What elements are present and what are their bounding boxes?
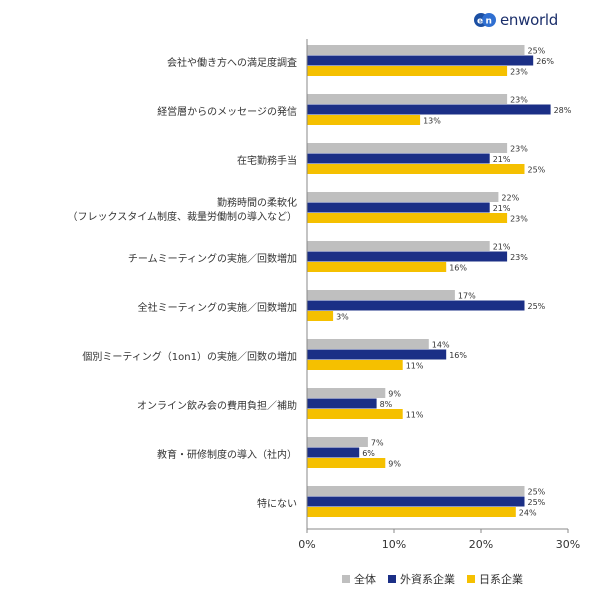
- data-label: 24%: [519, 509, 537, 518]
- bar-japanese: [307, 409, 403, 419]
- legend-label-foreign: 外資系企業: [400, 573, 455, 586]
- bar-overall: [307, 339, 429, 349]
- bar-foreign: [307, 349, 447, 360]
- brand-logo: e n enworld: [474, 10, 558, 30]
- data-label: 25%: [528, 302, 546, 311]
- bar-japanese: [307, 213, 508, 223]
- data-label: 25%: [528, 47, 546, 56]
- legend-swatch-japanese: [467, 575, 475, 583]
- data-label: 9%: [388, 460, 401, 469]
- bar-foreign: [307, 202, 490, 213]
- legend-item-foreign: 外資系企業: [388, 571, 455, 587]
- bar-foreign: [307, 251, 508, 262]
- bar-japanese: [307, 311, 334, 321]
- category-label: 勤務時間の柔軟化: [217, 196, 297, 209]
- bar-overall: [307, 143, 508, 153]
- category-label: オンライン飲み会の費用負担／補助: [137, 399, 297, 412]
- bar-overall: [307, 45, 525, 55]
- chart-legend: 全体 外資系企業 日系企業: [342, 571, 523, 587]
- x-tick-label: 10%: [382, 538, 406, 551]
- data-label: 14%: [432, 341, 450, 350]
- data-label: 6%: [362, 449, 375, 458]
- bar-overall: [307, 241, 490, 251]
- bar-overall: [307, 437, 368, 447]
- category-label: チームミーティングの実施／回数増加: [128, 252, 297, 265]
- legend-item-overall: 全体: [342, 571, 376, 587]
- bar-foreign: [307, 153, 490, 164]
- bar-japanese: [307, 360, 403, 370]
- category-label: 教育・研修制度の導入（社内）: [157, 448, 297, 461]
- bar-japanese: [307, 66, 508, 76]
- bar-japanese: [307, 507, 516, 517]
- data-label: 26%: [536, 57, 554, 66]
- data-label: 23%: [510, 215, 528, 224]
- data-label: 16%: [449, 351, 467, 360]
- data-label: 23%: [510, 68, 528, 77]
- category-label: （フレックスタイム制度、裁量労働制の導入など）: [68, 210, 298, 223]
- data-label: 25%: [528, 488, 546, 497]
- data-label: 3%: [336, 313, 349, 322]
- bar-japanese: [307, 458, 386, 468]
- data-label: 21%: [493, 204, 511, 213]
- data-label: 25%: [528, 498, 546, 507]
- svg-text:e: e: [477, 17, 483, 27]
- data-label: 9%: [388, 390, 401, 399]
- data-label: 22%: [501, 194, 519, 203]
- bar-foreign: [307, 447, 360, 458]
- bar-foreign: [307, 55, 534, 66]
- legend-swatch-foreign: [388, 575, 396, 583]
- bar-foreign: [307, 496, 525, 507]
- x-tick-label: 30%: [556, 538, 580, 551]
- legend-label-overall: 全体: [354, 573, 376, 586]
- bar-overall: [307, 388, 386, 398]
- brand-name: enworld: [500, 11, 558, 29]
- category-label: 個別ミーティング（1on1）の実施／回数の増加: [82, 350, 297, 363]
- data-label: 21%: [493, 243, 511, 252]
- x-tick-label: 20%: [469, 538, 493, 551]
- category-label: 会社や働き方への満足度調査: [167, 56, 297, 69]
- legend-swatch-overall: [342, 575, 350, 583]
- svg-text:n: n: [486, 17, 492, 27]
- bar-japanese: [307, 115, 421, 125]
- category-label: 特にない: [257, 498, 297, 510]
- data-label: 11%: [406, 362, 424, 371]
- data-label: 25%: [528, 166, 546, 175]
- data-label: 23%: [510, 96, 528, 105]
- data-label: 23%: [510, 253, 528, 262]
- bar-overall: [307, 486, 525, 496]
- data-label: 8%: [380, 400, 393, 409]
- data-label: 28%: [554, 106, 572, 115]
- bar-japanese: [307, 262, 447, 272]
- data-label: 16%: [449, 264, 467, 273]
- category-label: 全社ミーティングの実施／回数増加: [138, 301, 297, 314]
- bar-foreign: [307, 398, 377, 409]
- data-label: 7%: [371, 439, 384, 448]
- category-label: 在宅勤務手当: [237, 154, 297, 167]
- legend-item-japanese: 日系企業: [467, 571, 523, 587]
- data-label: 23%: [510, 145, 528, 154]
- bar-overall: [307, 290, 455, 300]
- bar-japanese: [307, 164, 525, 174]
- bar-overall: [307, 94, 508, 104]
- data-label: 17%: [458, 292, 476, 301]
- bar-foreign: [307, 104, 551, 115]
- x-tick-label: 0%: [298, 538, 315, 551]
- legend-label-japanese: 日系企業: [479, 573, 523, 586]
- bar-overall: [307, 192, 499, 202]
- en-world-logo-icon: e n: [474, 13, 496, 27]
- data-label: 13%: [423, 117, 441, 126]
- bar-foreign: [307, 300, 525, 311]
- data-label: 21%: [493, 155, 511, 164]
- category-label: 経営層からのメッセージの発信: [157, 105, 297, 118]
- data-label: 11%: [406, 411, 424, 420]
